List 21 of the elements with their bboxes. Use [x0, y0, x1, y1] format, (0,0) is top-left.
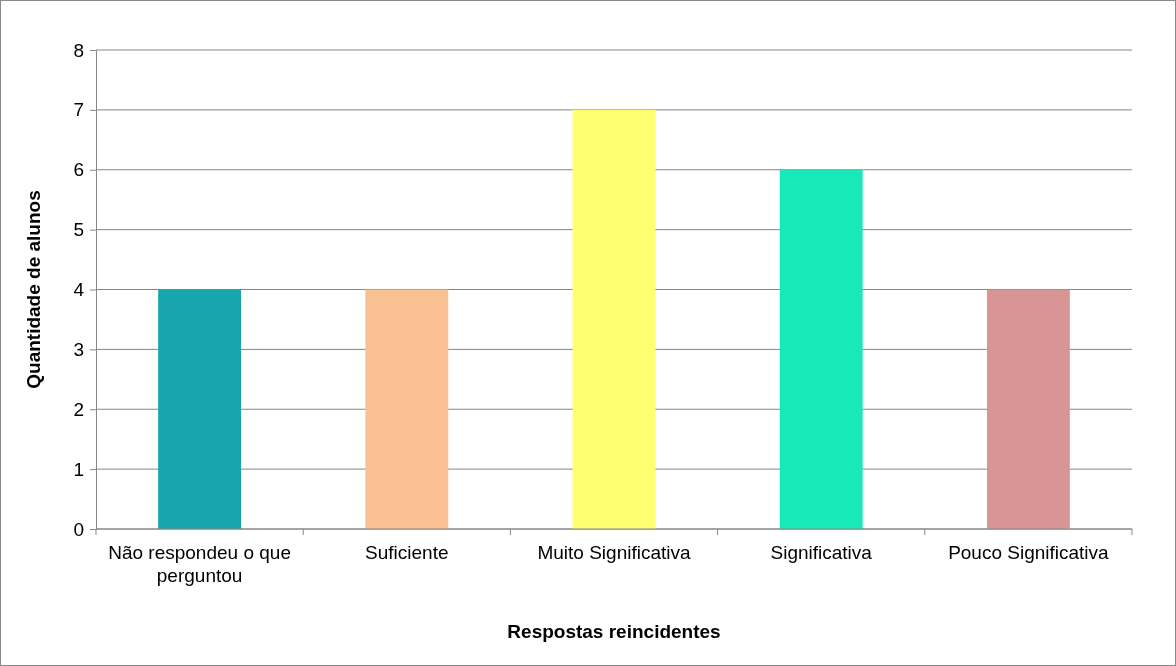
bar — [779, 169, 863, 529]
y-tick-label: 2 — [73, 398, 84, 420]
y-tick-label: 6 — [73, 159, 84, 181]
x-axis-title: Respostas reincidentes — [507, 621, 721, 642]
y-tick-label: 0 — [73, 518, 84, 540]
y-tick-label: 1 — [73, 458, 84, 480]
bar — [986, 289, 1070, 529]
x-tick-label: Significativa — [770, 542, 873, 563]
y-tick-label: 5 — [73, 219, 84, 241]
x-tick-label: Pouco Significativa — [948, 542, 1110, 563]
y-tick-label: 4 — [73, 279, 85, 301]
x-tick-label: Muito Significativa — [537, 542, 691, 563]
y-axis-title: Quantidade de alunos — [23, 190, 44, 389]
bar — [572, 109, 656, 529]
y-tick-label: 8 — [73, 39, 84, 61]
bar — [158, 289, 242, 529]
y-tick-label: 3 — [73, 338, 84, 360]
bar — [365, 289, 449, 529]
x-tick-label: Suficiente — [365, 542, 449, 563]
x-tick-label: Não respondeu o que perguntou — [108, 542, 291, 586]
y-tick-label: 7 — [73, 99, 84, 121]
